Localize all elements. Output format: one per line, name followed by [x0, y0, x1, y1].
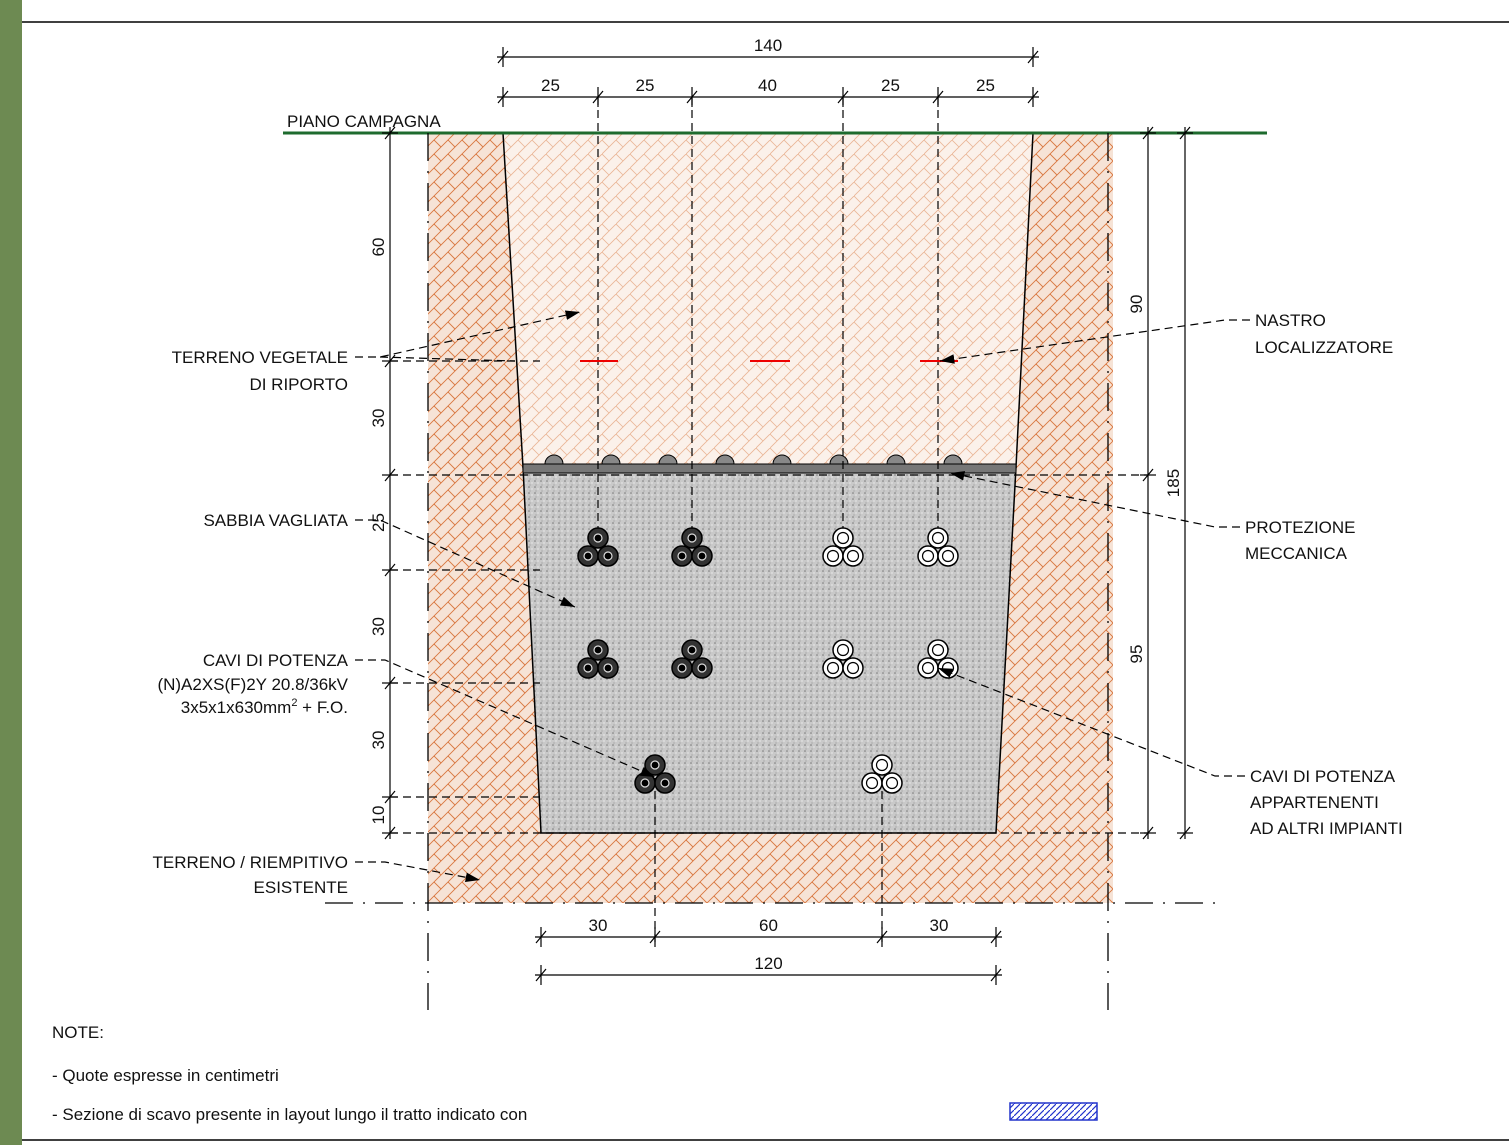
dimensions: 140 25 25 40 25 25 30 60 30 120 60 30 25 30 30 10 90 95 18…	[369, 36, 1193, 985]
cable-core	[677, 663, 687, 673]
bump	[943, 454, 963, 465]
cable-core	[603, 663, 613, 673]
dim-label: 30	[369, 731, 388, 750]
cable-core	[640, 778, 650, 788]
cable-axes	[597, 97, 939, 945]
cable-core	[921, 549, 935, 563]
label: PROTEZIONE	[1245, 518, 1356, 537]
label: + F.O.	[297, 698, 348, 717]
label: 3x5x1x630mm	[181, 698, 292, 717]
dim-label: 30	[930, 916, 949, 935]
layout-swatch	[1009, 1102, 1098, 1121]
dim-label: 25	[636, 76, 655, 95]
notes-title: NOTE:	[52, 1023, 104, 1042]
label: TERRENO VEGETALE	[172, 348, 348, 367]
label: SABBIA VAGLIATA	[203, 511, 348, 530]
cable-core	[677, 551, 687, 561]
dim-label: 40	[758, 76, 777, 95]
cables	[577, 527, 959, 794]
bump	[715, 454, 735, 465]
cable-core	[697, 551, 707, 561]
aerial-strip	[0, 0, 22, 1145]
label: APPARTENENTI	[1250, 793, 1379, 812]
dim-label: 10	[369, 806, 388, 825]
dim-label: 25	[541, 76, 560, 95]
ground-label: PIANO CAMPAGNA	[287, 112, 441, 131]
dim-label: 25	[976, 76, 995, 95]
cable-core	[921, 661, 935, 675]
label: CAVI DI POTENZA	[203, 651, 349, 670]
cable-core	[846, 661, 860, 675]
bump	[772, 454, 792, 465]
cable-core	[687, 645, 697, 655]
dim-label: 30	[589, 916, 608, 935]
label: ESISTENTE	[254, 878, 348, 897]
cable-core	[650, 760, 660, 770]
dim-label: 140	[754, 36, 782, 55]
label: DI RIPORTO	[249, 375, 348, 394]
dim-label: 90	[1127, 295, 1146, 314]
label: MECCANICA	[1245, 544, 1348, 563]
dim-label: 60	[759, 916, 778, 935]
right-labels: NASTRO LOCALIZZATORE PROTEZIONE MECCANIC…	[1245, 311, 1403, 838]
leaders	[355, 310, 1250, 883]
dim-label: 60	[369, 238, 388, 257]
cable-core	[885, 776, 899, 790]
cable-core	[593, 645, 603, 655]
dim-label: 30	[369, 617, 388, 636]
label: AD ALTRI IMPIANTI	[1250, 819, 1403, 838]
note: - Quote espresse in centimetri	[52, 1066, 279, 1085]
left-labels: TERRENO VEGETALE DI RIPORTO SABBIA VAGLI…	[152, 348, 348, 897]
dim-label: 25	[369, 513, 388, 532]
label: (N)A2XS(F)2Y 20.8/36kV	[157, 675, 348, 694]
bump	[658, 454, 678, 465]
bump	[544, 454, 564, 465]
label: NASTRO	[1255, 311, 1326, 330]
cable-core	[846, 549, 860, 563]
topsoil	[502, 132, 1034, 468]
protection	[522, 454, 1017, 474]
cable-core	[931, 643, 945, 657]
cable-core	[687, 533, 697, 543]
label: 2	[291, 697, 297, 709]
cable-core	[826, 549, 840, 563]
bump	[601, 454, 621, 465]
dim-label: 95	[1127, 645, 1146, 664]
cable-core	[660, 778, 670, 788]
bump	[886, 454, 906, 465]
label: TERRENO / RIEMPITIVO	[152, 853, 348, 872]
dim-label: 185	[1164, 469, 1183, 497]
label: LOCALIZZATORE	[1255, 338, 1393, 357]
cable-core	[836, 531, 850, 545]
cable-core	[941, 549, 955, 563]
cable-core	[931, 531, 945, 545]
dim-label: 30	[369, 409, 388, 428]
svg-text:3x5x1x630mm2 + F.O.: 3x5x1x630mm2 + F.O.	[181, 697, 348, 717]
cable-core	[593, 533, 603, 543]
cable-core	[697, 663, 707, 673]
cable-core	[836, 643, 850, 657]
label: CAVI DI POTENZA	[1250, 767, 1396, 786]
cable-core	[583, 663, 593, 673]
dim-label: 25	[881, 76, 900, 95]
cable-core	[875, 758, 889, 772]
cable-core	[583, 551, 593, 561]
cable-core	[826, 661, 840, 675]
cable-core	[603, 551, 613, 561]
dim-label: 120	[754, 954, 782, 973]
cable-core	[865, 776, 879, 790]
note: - Sezione di scavo presente in layout lu…	[52, 1105, 527, 1124]
